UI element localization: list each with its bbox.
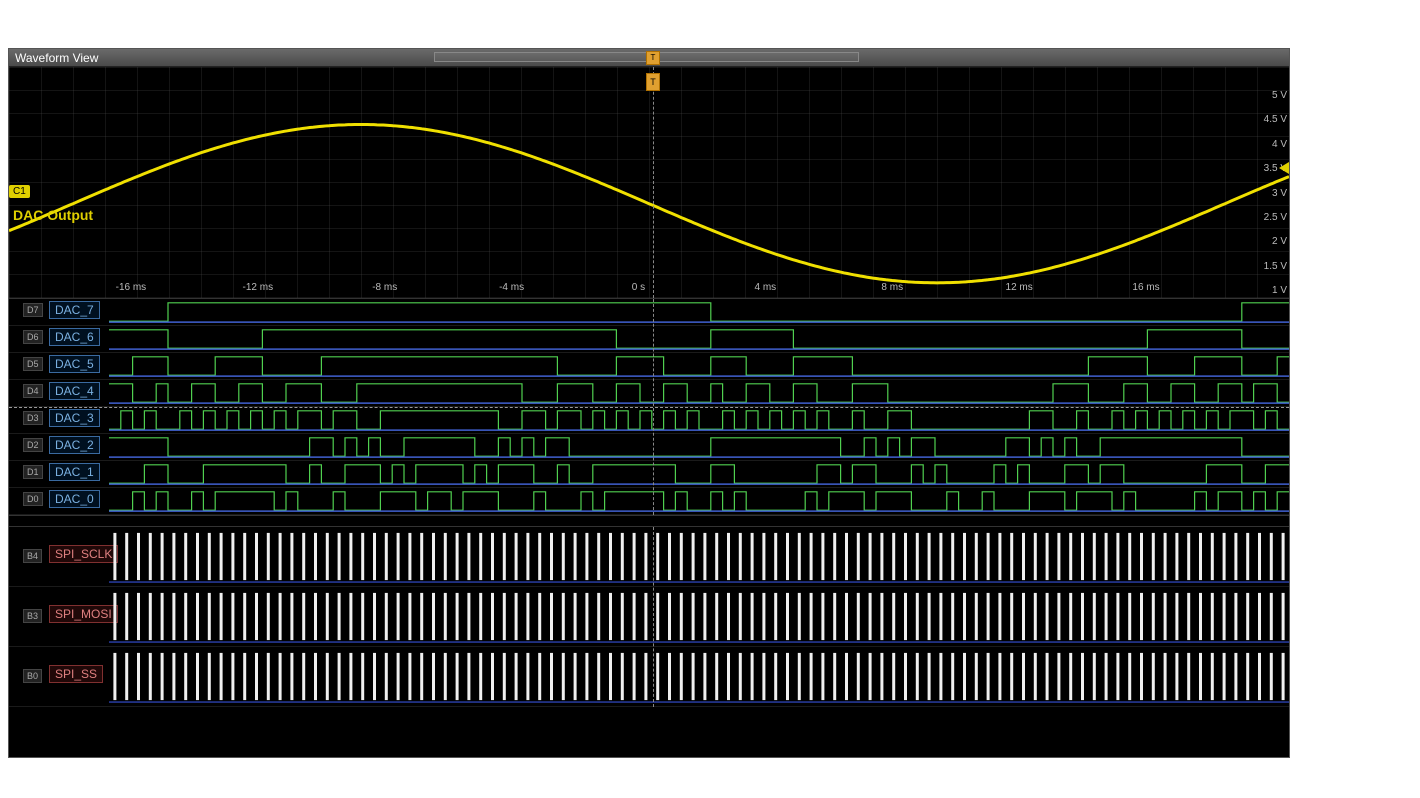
row-wave-area	[109, 326, 1289, 352]
trigger-flag[interactable]: T	[646, 73, 660, 91]
analog-pane[interactable]: T C1 DAC Output 5 V4.5 V4 V3.5 V3 V2.5 V…	[9, 67, 1289, 299]
titlebar[interactable]: Waveform View T	[9, 49, 1289, 67]
row-label: SPI_SS	[49, 665, 103, 683]
row-label: DAC_5	[49, 355, 100, 373]
row-label: DAC_0	[49, 490, 100, 508]
digital-row-dac_2[interactable]: D2 DAC_2	[9, 434, 1289, 461]
spi-row-spi_mosi[interactable]: B3 SPI_MOSI	[9, 587, 1289, 647]
row-tag: B4	[23, 549, 42, 563]
spi-pane[interactable]: B4 SPI_SCLK B3 SPI_MOSI B0 SPI_SS	[9, 527, 1289, 707]
row-wave-area	[109, 527, 1289, 586]
row-label: DAC_2	[49, 436, 100, 454]
row-tag: B3	[23, 609, 42, 623]
row-label: DAC_3	[49, 409, 100, 427]
hscale-tick: -12 ms	[243, 282, 274, 293]
row-tag: D0	[23, 492, 43, 506]
digital-row-dac_0[interactable]: D0 DAC_0	[9, 488, 1289, 515]
row-wave-area	[109, 488, 1289, 514]
row-tag: D5	[23, 357, 43, 371]
row-tag: D7	[23, 303, 43, 317]
trigger-vertical-line	[653, 299, 654, 515]
row-tag: D1	[23, 465, 43, 479]
waveform-view-window: Waveform View T T C1 DAC Output 5 V 4.5 V…	[8, 48, 1290, 758]
hscale-tick: -4 ms	[499, 282, 524, 293]
spi-row-spi_ss[interactable]: B0 SPI_SS	[9, 647, 1289, 707]
channel-tag-c1[interactable]: C1	[9, 185, 30, 198]
digital-row-dac_5[interactable]: D5 DAC_5	[9, 353, 1289, 380]
hscale-tick: 8 ms	[881, 282, 903, 293]
digital-row-dac_1[interactable]: D1 DAC_1	[9, 461, 1289, 488]
hscale-tick: 12 ms	[1006, 282, 1033, 293]
row-label: SPI_MOSI	[49, 605, 118, 623]
hscale-tick: -16 ms	[116, 282, 147, 293]
row-label: DAC_1	[49, 463, 100, 481]
vscale-tick: 1 V	[1255, 286, 1287, 296]
time-scale: -16 ms -12 ms -8 ms -4 ms 0 s 4 ms 8 ms 12 ms 16…	[9, 282, 1253, 296]
row-tag: B0	[23, 669, 42, 683]
row-tag: D6	[23, 330, 43, 344]
trigger-level-indicator[interactable]	[1279, 162, 1289, 174]
row-wave-area	[109, 461, 1289, 487]
hscale-tick: -8 ms	[372, 282, 397, 293]
vscale-tick: 5 V	[1255, 91, 1287, 101]
trigger-vertical-line	[653, 527, 654, 707]
row-label: SPI_SCLK	[49, 545, 118, 563]
row-tag: D3	[23, 411, 43, 425]
digital-row-dac_6[interactable]: D6 DAC_6	[9, 326, 1289, 353]
row-wave-area	[109, 434, 1289, 460]
trigger-marker-top[interactable]: T	[646, 51, 660, 65]
vscale-tick: 3 V	[1255, 189, 1287, 199]
row-label: DAC_6	[49, 328, 100, 346]
vscale-tick: 2.5 V	[1255, 213, 1287, 223]
analog-waveform	[9, 67, 1289, 298]
row-wave-area	[109, 647, 1289, 706]
digital-dac-pane[interactable]: D7 DAC_7 D6 DAC_6 D5 DAC_5 D4 DAC_4 D3 DAC_3 D2 DAC…	[9, 299, 1289, 515]
vscale-tick: 4 V	[1255, 140, 1287, 150]
digital-row-dac_3[interactable]: D3 DAC_3	[9, 407, 1289, 434]
hscale-tick: 4 ms	[755, 282, 777, 293]
spi-row-spi_sclk[interactable]: B4 SPI_SCLK	[9, 527, 1289, 587]
row-label: DAC_7	[49, 301, 100, 319]
row-label: DAC_4	[49, 382, 100, 400]
hscale-tick: 16 ms	[1132, 282, 1159, 293]
vscale-tick: 2 V	[1255, 237, 1287, 247]
voltage-scale: 5 V4.5 V4 V3.5 V3 V2.5 V2 V1.5 V1 V	[1255, 67, 1287, 298]
digital-row-dac_4[interactable]: D4 DAC_4	[9, 380, 1289, 407]
vscale-tick: 1.5 V	[1255, 262, 1287, 272]
vscale-tick: 4.5 V	[1255, 115, 1287, 125]
hscale-tick: 0 s	[632, 282, 645, 293]
channel-label-dac-output: DAC Output	[13, 207, 93, 223]
row-wave-area	[109, 407, 1289, 433]
row-wave-area	[109, 353, 1289, 379]
row-wave-area	[109, 299, 1289, 325]
window-title: Waveform View	[15, 49, 98, 67]
row-tag: D2	[23, 438, 43, 452]
row-wave-area	[109, 587, 1289, 646]
digital-row-dac_7[interactable]: D7 DAC_7	[9, 299, 1289, 326]
trigger-vertical-line	[653, 67, 654, 298]
row-wave-area	[109, 380, 1289, 406]
pane-separator[interactable]	[9, 515, 1289, 527]
row-tag: D4	[23, 384, 43, 398]
